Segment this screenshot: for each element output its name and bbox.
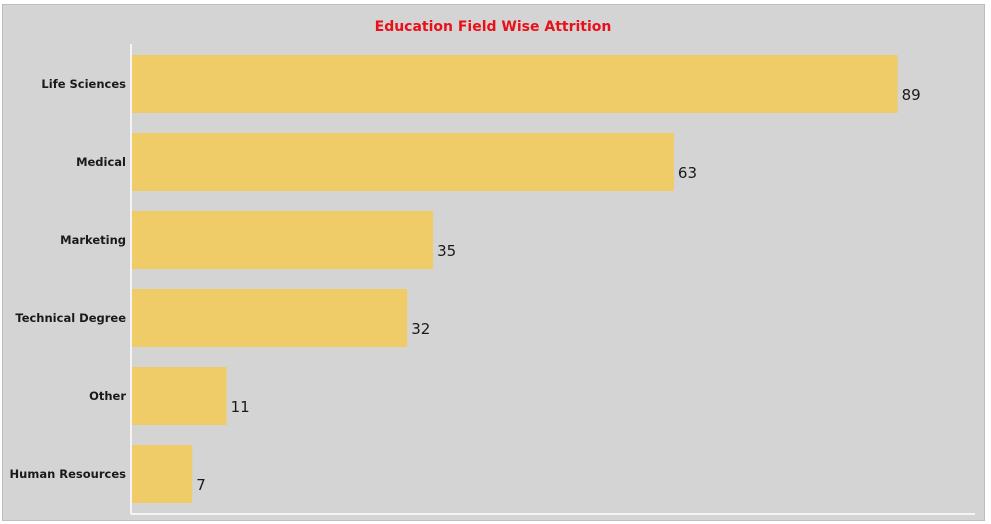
category-label: Life Sciences	[41, 77, 126, 91]
bar-other	[132, 367, 227, 425]
value-label: 63	[678, 164, 697, 182]
category-label: Technical Degree	[15, 311, 126, 325]
bars-layer: Life Sciences 89 Medical 63 Marketing 35 Techn…	[10, 55, 921, 503]
value-label: 32	[411, 320, 430, 338]
value-label: 35	[437, 242, 456, 260]
bar-medical	[132, 133, 674, 191]
category-label: Other	[89, 389, 126, 403]
bar-life-sciences	[132, 55, 898, 113]
category-label: Medical	[76, 155, 126, 169]
category-label: Human Resources	[10, 467, 127, 481]
chart-title: Education Field Wise Attrition	[375, 19, 612, 35]
bar-technical-degree	[132, 289, 408, 347]
value-label: 89	[902, 86, 921, 104]
category-label: Marketing	[60, 233, 126, 247]
bar-human-resources	[132, 445, 193, 503]
value-label: 11	[231, 398, 250, 416]
bar-marketing	[132, 211, 434, 269]
value-label: 7	[196, 476, 206, 494]
